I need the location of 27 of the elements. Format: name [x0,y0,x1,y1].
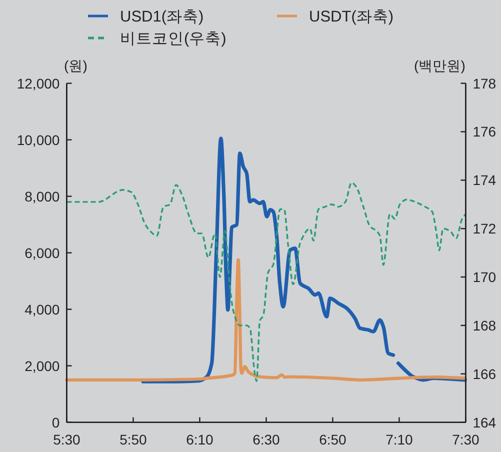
y-tick-label: 8,000 [24,188,60,204]
y-tick-label: 0 [52,414,60,430]
x-tick-label: 6:30 [252,431,280,448]
x-tick-label: 6:10 [186,431,214,448]
y2-tick-label: 176 [472,124,496,140]
x-tick-label: 7:10 [386,431,414,448]
x-tick-label: 7:30 [452,431,480,448]
x-tick-label: 5:30 [53,431,81,448]
y2-tick-label: 178 [472,75,496,92]
y-tick-label: 12,000 [16,75,60,92]
y2-tick-label: 168 [472,317,496,334]
y2-tick-label: 166 [472,366,496,382]
y2-tick-label: 174 [472,172,496,188]
legend-label: 비트코인(우축) [120,30,226,48]
y2-tick-label: 172 [472,220,496,237]
legend-label: USD1(좌축) [120,8,204,26]
y-tick-label: 6,000 [24,244,60,261]
x-tick-label: 6:50 [319,431,347,448]
legend-label: USDT(좌축) [309,8,394,26]
y-tick-label: 4,000 [24,301,60,318]
y-tick-label: 10,000 [16,132,60,148]
y-axis-title: (원) [64,57,88,74]
y-tick-label: 2,000 [24,358,60,374]
y2-tick-label: 170 [472,269,496,286]
y2-axis-title: (백만원) [414,57,466,74]
y2-tick-label: 164 [472,414,496,430]
x-tick-label: 5:50 [120,431,148,448]
